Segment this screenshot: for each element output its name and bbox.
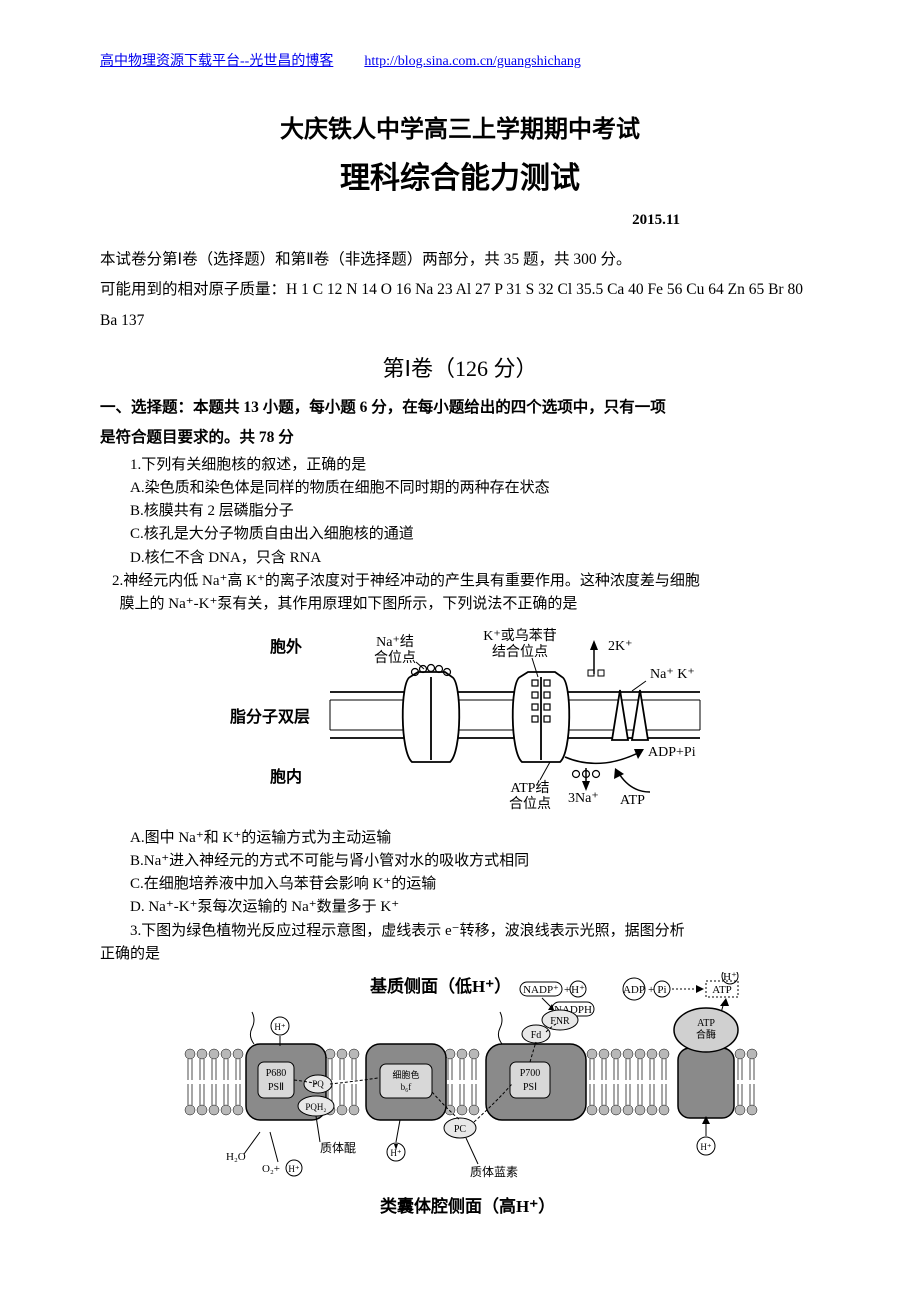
q2-figure: 胞外 脂分子双层 胞内 bbox=[100, 622, 820, 820]
svg-text:3Na⁺: 3Na⁺ bbox=[568, 791, 599, 806]
svg-text:P700: P700 bbox=[520, 1068, 541, 1079]
svg-text:PC: PC bbox=[454, 1124, 467, 1135]
q1-option-c: C.核孔是大分子物质自由出入细胞核的通道 bbox=[100, 523, 820, 546]
svg-text:H⁺: H⁺ bbox=[723, 972, 737, 983]
svg-text:基质侧面（低H⁺）: 基质侧面（低H⁺） bbox=[369, 976, 511, 996]
svg-text:PSⅡ: PSⅡ bbox=[268, 1082, 284, 1093]
light-reaction-diagram: 基质侧面（低H⁺） NADP⁺ + H⁺ NADPH ADP + P bbox=[160, 972, 760, 1222]
exam-school-title: 大庆铁人中学高三上学期期中考试 bbox=[100, 110, 820, 151]
svg-text:+: + bbox=[648, 984, 654, 996]
svg-text:Pi: Pi bbox=[657, 984, 666, 996]
svg-text:胞外: 胞外 bbox=[269, 637, 302, 656]
svg-text:NADP⁺: NADP⁺ bbox=[523, 984, 559, 996]
svg-text:ATP: ATP bbox=[712, 984, 732, 996]
svg-text:H⁺: H⁺ bbox=[288, 1164, 299, 1174]
q2-stem-line2: 膜上的 Na⁺-K⁺泵有关，其作用原理如下图所示，下列说法不正确的是 bbox=[100, 593, 820, 616]
svg-text:Fd: Fd bbox=[531, 1030, 542, 1041]
intro-composition: 本试卷分第Ⅰ卷（选择题）和第Ⅱ卷（非选择题）两部分，共 35 题，共 300 分… bbox=[100, 245, 820, 275]
svg-text:H⁺: H⁺ bbox=[571, 984, 585, 996]
svg-text:ATP结: ATP结 bbox=[511, 780, 550, 796]
svg-text:H⁺: H⁺ bbox=[700, 1142, 711, 1152]
svg-text:P680: P680 bbox=[266, 1068, 287, 1079]
svg-text:PSⅠ: PSⅠ bbox=[523, 1082, 537, 1093]
svg-text:+: + bbox=[564, 984, 570, 996]
svg-text:ADP: ADP bbox=[623, 984, 645, 996]
svg-text:O₂+: O₂+ bbox=[262, 1163, 280, 1175]
svg-text:PQ: PQ bbox=[312, 1079, 324, 1089]
svg-text:合位点: 合位点 bbox=[509, 796, 551, 812]
q1-option-a: A.染色质和染色体是同样的物质在细胞不同时期的两种存在状态 bbox=[100, 477, 820, 500]
section-1-instructions: 一、选择题：本题共 13 小题，每小题 6 分，在每小题给出的四个选项中，只有一… bbox=[100, 393, 820, 453]
svg-text:胞内: 胞内 bbox=[269, 767, 302, 786]
document-page: 高中物理资源下载平台--光世昌的博客 http://blog.sina.com.… bbox=[0, 0, 920, 1296]
svg-text:类囊体腔侧面（高H⁺）: 类囊体腔侧面（高H⁺） bbox=[380, 1196, 555, 1216]
svg-text:ATP: ATP bbox=[697, 1018, 715, 1029]
na-k-pump-diagram: 胞外 脂分子双层 胞内 bbox=[200, 622, 720, 812]
svg-text:FNR: FNR bbox=[550, 1016, 570, 1027]
exam-subject-title: 理科综合能力测试 bbox=[100, 153, 820, 204]
svg-text:K⁺或乌苯苷: K⁺或乌苯苷 bbox=[483, 627, 557, 644]
svg-text:ADP+Pi: ADP+Pi bbox=[648, 745, 696, 760]
question-list: 1.下列有关细胞核的叙述，正确的是 A.染色质和染色体是同样的物质在细胞不同时期… bbox=[100, 454, 820, 1231]
intro-atomic-masses: 可能用到的相对原子质量：H 1 C 12 N 14 O 16 Na 23 Al … bbox=[100, 275, 820, 335]
q2-option-d: D. Na⁺-K⁺泵每次运输的 Na⁺数量多于 K⁺ bbox=[100, 896, 820, 919]
svg-text:合酶: 合酶 bbox=[696, 1028, 716, 1041]
q1-option-d: D.核仁不含 DNA，只含 RNA bbox=[100, 547, 820, 570]
exam-date: 2015.11 bbox=[100, 208, 820, 234]
section-1-heading: 第Ⅰ卷（126 分） bbox=[100, 350, 820, 387]
svg-text:结合位点: 结合位点 bbox=[492, 644, 548, 660]
svg-text:H⁺: H⁺ bbox=[274, 1022, 285, 1032]
svg-text:2K⁺: 2K⁺ bbox=[608, 639, 633, 654]
page-header-links: 高中物理资源下载平台--光世昌的博客 http://blog.sina.com.… bbox=[100, 50, 820, 74]
q1-option-b: B.核膜共有 2 层磷脂分子 bbox=[100, 500, 820, 523]
exam-intro: 本试卷分第Ⅰ卷（选择题）和第Ⅱ卷（非选择题）两部分，共 35 题，共 300 分… bbox=[100, 245, 820, 336]
q1-stem: 1.下列有关细胞核的叙述，正确的是 bbox=[100, 454, 820, 477]
svg-text:H₂O: H₂O bbox=[226, 1151, 246, 1163]
svg-text:质体醌: 质体醌 bbox=[320, 1141, 356, 1155]
svg-text:细胞色: 细胞色 bbox=[392, 1069, 419, 1080]
header-link-blog-title[interactable]: 高中物理资源下载平台--光世昌的博客 bbox=[100, 54, 333, 69]
q2-option-b: B.Na⁺进入神经元的方式不可能与肾小管对水的吸收方式相同 bbox=[100, 850, 820, 873]
q2-option-c: C.在细胞培养液中加入乌苯苷会影响 K⁺的运输 bbox=[100, 873, 820, 896]
q3-stem-line2: 正确的是 bbox=[100, 943, 820, 966]
svg-text:合位点: 合位点 bbox=[374, 650, 416, 666]
q3-figure: 基质侧面（低H⁺） NADP⁺ + H⁺ NADPH ADP + P bbox=[100, 972, 820, 1230]
svg-text:脂分子双层: 脂分子双层 bbox=[230, 707, 310, 726]
q2-option-a: A.图中 Na⁺和 K⁺的运输方式为主动运输 bbox=[100, 827, 820, 850]
q3-stem-line1: 3.下图为绿色植物光反应过程示意图，虚线表示 e⁻转移，波浪线表示光照，据图分析 bbox=[100, 920, 820, 943]
svg-text:Na⁺结: Na⁺结 bbox=[376, 634, 414, 650]
svg-text:ATP: ATP bbox=[620, 793, 645, 808]
svg-text:Na⁺ K⁺: Na⁺ K⁺ bbox=[650, 667, 695, 682]
svg-text:质体蓝素: 质体蓝素 bbox=[470, 1165, 518, 1179]
instructions-line2: 是符合题目要求的。共 78 分 bbox=[100, 429, 294, 446]
q2-stem-line1: 2.神经元内低 Na⁺高 K⁺的离子浓度对于神经冲动的产生具有重要作用。这种浓度… bbox=[100, 570, 820, 593]
instructions-line1: 一、选择题：本题共 13 小题，每小题 6 分，在每小题给出的四个选项中，只有一… bbox=[100, 399, 666, 416]
svg-text:PQH₂: PQH₂ bbox=[305, 1102, 326, 1112]
header-link-blog-url[interactable]: http://blog.sina.com.cn/guangshichang bbox=[364, 54, 581, 69]
svg-text:b₆f: b₆f bbox=[401, 1082, 412, 1092]
